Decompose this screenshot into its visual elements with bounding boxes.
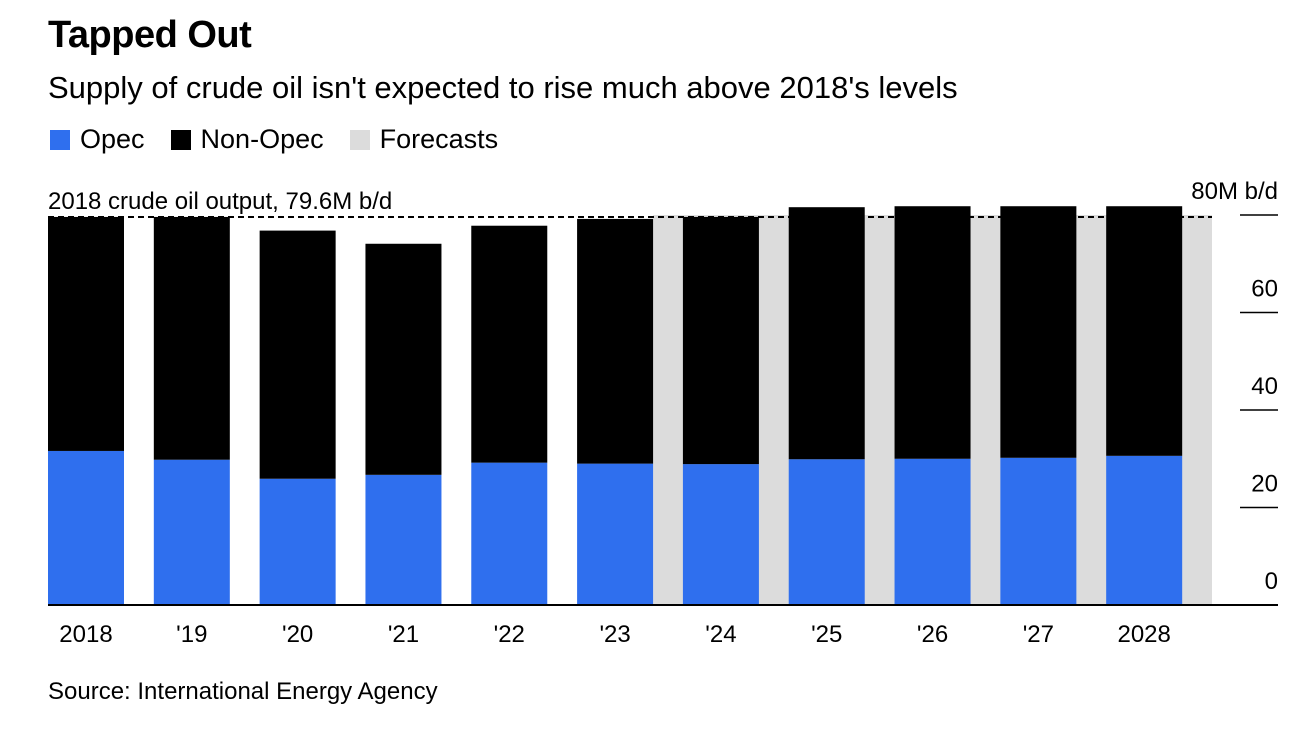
- bar-opec: [788, 459, 865, 605]
- x-tick-label: '24: [705, 621, 736, 648]
- legend: Opec Non-Opec Forecasts: [50, 124, 524, 155]
- bar-opec: [894, 458, 971, 605]
- y-tick-label: 40: [1251, 373, 1278, 400]
- bar-opec: [259, 478, 336, 605]
- x-tick-label: 2028: [1117, 621, 1170, 648]
- bar-opec: [577, 463, 654, 605]
- legend-label-opec: Opec: [80, 124, 145, 154]
- bar-non-opec: [48, 216, 124, 451]
- bar-opec: [1106, 455, 1183, 605]
- y-tick-label: 0: [1265, 568, 1278, 595]
- bar-non-opec: [1000, 206, 1077, 458]
- legend-item-opec: Opec: [50, 124, 145, 155]
- reference-line-label: 2018 crude oil output, 79.6M b/d: [48, 188, 392, 215]
- bar-opec: [471, 462, 548, 605]
- bar-non-opec: [153, 216, 230, 460]
- x-tick-label: '25: [811, 621, 842, 648]
- x-tick-label: '19: [176, 621, 207, 648]
- y-tick-label: 20: [1251, 471, 1278, 498]
- bar-non-opec: [788, 207, 865, 460]
- legend-swatch-opec: [50, 129, 70, 150]
- bar-non-opec: [682, 216, 759, 465]
- legend-item-non-opec: Non-Opec: [170, 124, 324, 155]
- bar-non-opec: [894, 206, 971, 459]
- x-tick-label: '23: [599, 621, 630, 648]
- source-note: Source: International Energy Agency: [48, 678, 438, 705]
- chart-subtitle: Supply of crude oil isn't expected to ri…: [48, 70, 958, 105]
- legend-swatch-forecasts: [349, 129, 370, 150]
- legend-item-forecasts: Forecasts: [349, 124, 499, 155]
- bar-non-opec: [577, 218, 654, 464]
- bar-opec: [153, 459, 230, 605]
- legend-label-non-opec: Non-Opec: [200, 124, 324, 154]
- bar-opec: [48, 450, 124, 605]
- bar-non-opec: [1106, 206, 1183, 456]
- bar-non-opec: [365, 243, 442, 475]
- legend-label-forecasts: Forecasts: [379, 124, 499, 154]
- bar-opec: [365, 474, 442, 605]
- x-tick-label: '22: [494, 621, 525, 648]
- bar-opec: [682, 464, 759, 605]
- legend-swatch-non-opec: [170, 129, 191, 150]
- x-tick-label: '21: [388, 621, 419, 648]
- bar-non-opec: [259, 230, 336, 479]
- chart-title: Tapped Out: [48, 14, 252, 56]
- x-tick-label: '20: [282, 621, 313, 648]
- x-tick-label: '26: [917, 621, 948, 648]
- x-tick-label: '27: [1023, 621, 1054, 648]
- y-tick-label: 80M b/d: [1191, 178, 1278, 205]
- bar-non-opec: [471, 225, 548, 463]
- y-tick-label: 60: [1251, 276, 1278, 303]
- bar-opec: [1000, 457, 1077, 605]
- x-tick-label: 2018: [59, 621, 112, 648]
